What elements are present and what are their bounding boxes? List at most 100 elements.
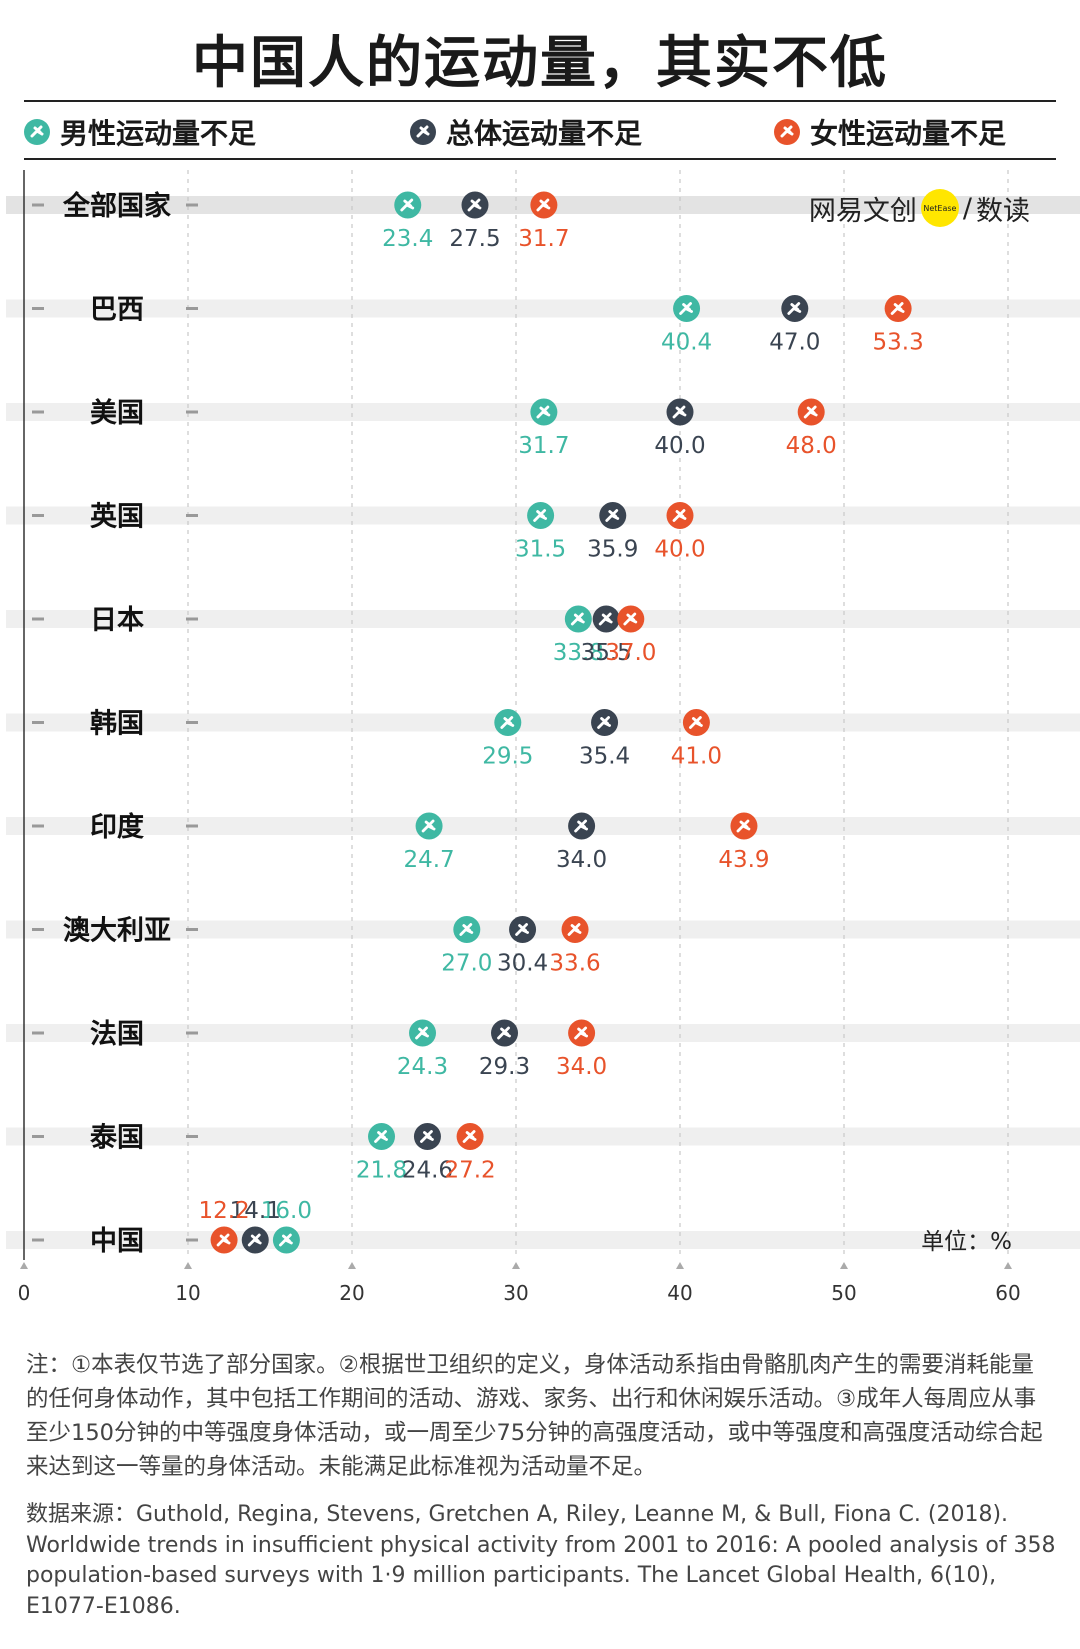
data-point <box>781 295 809 322</box>
category-label: 英国 <box>90 502 144 533</box>
data-point <box>509 916 537 943</box>
value-label: 33.6 <box>549 951 600 977</box>
data-source: 数据来源：Guthold, Regina, Stevens, Gretchen … <box>26 1502 1056 1619</box>
x-tick-label: 60 <box>995 1281 1020 1305</box>
tick-marker <box>840 1262 848 1269</box>
data-point <box>409 1019 437 1047</box>
value-label: 30.4 <box>497 951 548 977</box>
data-point <box>564 605 592 633</box>
value-label: 40.0 <box>654 433 705 459</box>
value-label: 35.9 <box>587 537 638 563</box>
value-label: 29.5 <box>482 744 533 770</box>
data-point <box>530 398 558 426</box>
category-label: 日本 <box>90 605 144 636</box>
value-label: 29.3 <box>479 1054 530 1080</box>
brand-logo: 网易文创 NetEase / 数读 <box>809 186 1030 230</box>
value-label: 14.1 <box>230 1198 281 1224</box>
runner-icon <box>774 119 800 145</box>
data-point <box>491 1019 519 1047</box>
legend-label-female: 女性运动量不足 <box>810 117 1007 150</box>
data-point <box>530 191 558 219</box>
value-label: 41.0 <box>671 744 722 770</box>
brand-suffix: 数读 <box>976 195 1030 227</box>
row-band <box>6 1024 1080 1042</box>
data-point <box>592 605 620 633</box>
value-label: 37.0 <box>605 640 656 666</box>
row-band <box>6 1127 1080 1146</box>
value-label: 31.5 <box>515 537 566 563</box>
row-band <box>6 920 1080 939</box>
brand-badge: NetEase <box>920 189 959 227</box>
runner-icon <box>24 119 50 145</box>
data-point <box>561 916 589 943</box>
value-label: 35.5 <box>581 640 632 666</box>
value-label: 24.7 <box>403 847 454 873</box>
category-label: 韩国 <box>90 709 144 740</box>
value-label: 47.0 <box>769 330 820 356</box>
x-tick-label: 10 <box>175 1281 200 1305</box>
legend-item-female: 女性运动量不足 <box>774 112 1006 152</box>
value-label: 31.7 <box>518 226 569 252</box>
value-label: 48.0 <box>786 433 837 459</box>
value-label: 24.3 <box>397 1054 448 1080</box>
chart-title: 中国人的运动量，其实不低 <box>192 31 888 96</box>
x-tick-label: 20 <box>339 1281 364 1305</box>
data-point <box>494 709 522 736</box>
legend: 男性运动量不足 总体运动量不足 女性运动量不足 <box>24 112 1056 152</box>
row-band <box>6 1231 1080 1249</box>
category-label: 中国 <box>90 1226 144 1257</box>
value-label: 34.0 <box>556 847 607 873</box>
legend-label-overall: 总体运动量不足 <box>446 117 643 150</box>
value-label: 53.3 <box>873 330 924 356</box>
data-point <box>453 916 481 943</box>
x-tick-label: 30 <box>503 1281 528 1305</box>
value-label: 40.4 <box>661 330 712 356</box>
brand-slash: / <box>962 192 972 224</box>
legend-divider <box>24 158 1056 160</box>
row-band <box>6 817 1080 835</box>
data-point <box>617 605 645 633</box>
data-point <box>241 1226 269 1254</box>
data-point <box>413 1123 441 1150</box>
runner-icon <box>410 119 436 145</box>
brand-name: 网易文创 <box>808 195 917 227</box>
value-label: 35.4 <box>579 744 630 770</box>
data-point <box>730 812 758 840</box>
value-label: 40.0 <box>654 537 705 563</box>
category-label: 巴西 <box>90 295 144 326</box>
data-point <box>568 812 596 840</box>
data-point <box>568 1019 596 1047</box>
data-point <box>682 709 710 736</box>
value-label: 27.2 <box>444 1158 495 1184</box>
unit-label: 单位：% <box>921 1229 1012 1255</box>
data-point <box>415 812 443 840</box>
legend-item-male: 男性运动量不足 <box>24 112 256 152</box>
data-point <box>666 502 694 529</box>
data-point <box>368 1123 396 1150</box>
x-tick-label: 50 <box>831 1281 856 1305</box>
x-tick-label: 40 <box>667 1281 692 1305</box>
category-label: 美国 <box>90 397 144 429</box>
value-label: 12.2 <box>198 1198 249 1224</box>
row-band <box>6 299 1080 318</box>
value-label: 23.4 <box>382 226 433 252</box>
value-label: 27.5 <box>449 226 500 252</box>
category-label: 泰国 <box>90 1123 144 1154</box>
tick-marker <box>348 1262 356 1269</box>
value-label: 16.0 <box>261 1198 312 1224</box>
legend-label-male: 男性运动量不足 <box>60 117 257 150</box>
data-point <box>461 191 489 219</box>
value-label: 21.8 <box>356 1158 407 1184</box>
value-label: 34.0 <box>556 1054 607 1080</box>
row-band <box>6 610 1080 628</box>
tick-marker <box>676 1262 684 1269</box>
data-point <box>884 295 912 322</box>
tick-marker <box>20 1262 28 1269</box>
category-label: 全部国家 <box>62 190 171 222</box>
title-divider <box>24 100 1056 102</box>
data-point <box>527 502 555 529</box>
data-point <box>599 502 627 529</box>
data-point <box>591 709 619 736</box>
value-label: 31.7 <box>518 433 569 459</box>
